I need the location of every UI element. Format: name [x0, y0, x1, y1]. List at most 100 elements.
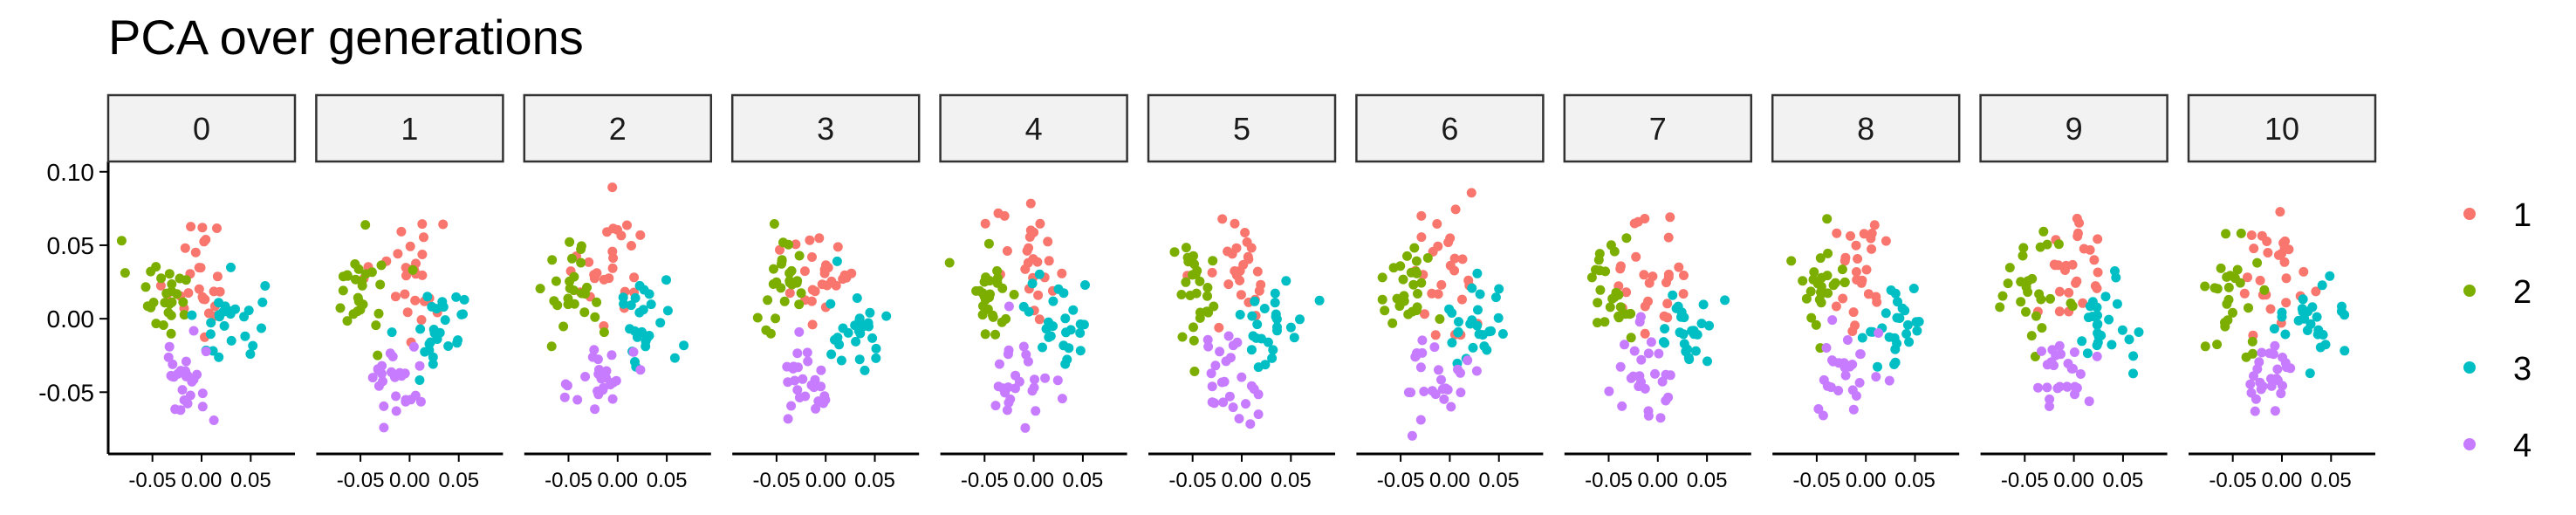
data-point-group-2 [376, 260, 387, 271]
data-point-group-2 [1809, 267, 1819, 278]
data-point-group-2 [2026, 331, 2037, 341]
data-point-group-3 [1062, 354, 1072, 365]
data-point-group-3 [1447, 338, 1457, 348]
data-point-group-2 [1398, 274, 1408, 285]
data-point-group-3 [239, 312, 250, 322]
data-point-group-4 [1847, 385, 1858, 395]
data-point-group-2 [371, 320, 381, 331]
data-point-group-2 [977, 310, 988, 320]
data-point-group-3 [1696, 319, 1707, 329]
data-point-group-4 [379, 422, 389, 433]
data-point-group-1 [1863, 289, 1874, 299]
data-point-group-3 [1048, 296, 1058, 306]
data-point-group-4 [1241, 399, 1250, 409]
data-point-group-4 [1646, 337, 1656, 347]
data-point-group-2 [1169, 247, 1180, 258]
data-point-group-2 [1202, 291, 1212, 301]
data-point-group-4 [388, 369, 399, 380]
data-point-group-4 [1604, 386, 1614, 396]
data-point-group-3 [2128, 351, 2139, 361]
data-point-group-2 [979, 277, 990, 287]
data-point-group-4 [1245, 419, 1256, 429]
data-point-group-1 [2281, 273, 2292, 284]
data-point-group-3 [1881, 308, 1891, 319]
data-point-group-1 [1217, 214, 1228, 224]
data-point-group-3 [415, 324, 426, 334]
data-point-group-4 [179, 395, 189, 405]
data-point-group-3 [1075, 346, 1086, 356]
data-point-group-2 [985, 289, 995, 299]
data-point-group-1 [616, 230, 627, 241]
x-tick-label: -0.05 [753, 469, 801, 492]
data-point-group-2 [777, 258, 786, 269]
data-point-group-1 [390, 292, 401, 302]
data-point-group-3 [2325, 271, 2335, 281]
data-point-group-1 [2064, 287, 2074, 298]
data-point-group-1 [1663, 232, 1674, 243]
data-point-group-1 [2273, 250, 2284, 260]
data-point-group-4 [1246, 381, 1257, 391]
data-point-group-4 [181, 356, 191, 367]
data-point-group-1 [2085, 244, 2095, 255]
data-point-group-2 [1377, 294, 1387, 305]
data-point-group-2 [2053, 239, 2064, 250]
y-tick-label: -0.05 [38, 379, 94, 406]
data-point-group-2 [992, 278, 1003, 288]
data-point-group-1 [419, 232, 428, 243]
data-point-group-3 [852, 293, 862, 303]
data-point-group-1 [1869, 220, 1880, 230]
data-point-group-1 [1231, 270, 1242, 280]
data-point-group-1 [197, 223, 208, 233]
data-point-group-1 [1044, 256, 1054, 266]
data-point-group-3 [832, 256, 842, 266]
data-point-group-4 [1840, 370, 1851, 381]
y-tick-label: 0.05 [47, 232, 95, 259]
data-point-group-2 [2200, 281, 2210, 292]
data-point-group-4 [209, 415, 219, 425]
facet-strip-label: 6 [1441, 111, 1458, 147]
data-point-group-3 [2317, 280, 2327, 291]
legend-key-3 [2463, 361, 2476, 374]
data-point-group-1 [1859, 229, 1869, 239]
data-point-group-3 [1690, 346, 1701, 356]
data-point-group-2 [988, 312, 998, 322]
data-point-group-3 [646, 299, 656, 310]
data-point-group-4 [2272, 364, 2283, 374]
data-point-group-4 [793, 362, 803, 373]
data-point-group-2 [779, 296, 790, 306]
data-point-group-3 [1295, 314, 1305, 325]
data-point-group-1 [1034, 314, 1045, 325]
data-point-group-1 [1665, 212, 1675, 223]
data-point-group-3 [1270, 288, 1280, 299]
data-point-group-2 [1411, 256, 1422, 266]
data-point-group-4 [1813, 404, 1824, 414]
data-point-group-4 [377, 360, 387, 371]
data-point-group-4 [1003, 349, 1013, 360]
data-point-group-4 [1210, 360, 1221, 371]
data-point-group-1 [1871, 292, 1881, 302]
x-tick-label: 0.05 [230, 469, 271, 492]
data-point-group-2 [181, 275, 191, 285]
data-point-group-4 [792, 348, 803, 359]
data-point-group-1 [1663, 272, 1674, 282]
data-point-group-1 [1853, 254, 1863, 264]
data-point-group-1 [1674, 262, 1684, 272]
data-point-group-3 [838, 323, 848, 333]
data-point-group-4 [177, 385, 188, 395]
data-point-group-4 [2045, 402, 2054, 411]
data-point-group-2 [1801, 293, 1812, 304]
data-point-group-3 [2305, 319, 2316, 329]
data-point-group-1 [2054, 286, 2065, 297]
data-point-group-3 [2110, 266, 2120, 276]
facet-strip-label: 1 [401, 111, 418, 147]
data-point-group-2 [360, 220, 371, 230]
data-point-group-3 [1897, 303, 1908, 313]
data-point-group-1 [438, 219, 449, 230]
data-point-group-4 [1833, 386, 1844, 395]
data-point-group-3 [1060, 313, 1071, 324]
data-point-group-1 [1022, 245, 1032, 256]
data-point-group-4 [2054, 340, 2065, 351]
data-point-group-1 [400, 289, 410, 299]
data-point-group-2 [569, 271, 579, 282]
data-point-group-3 [1272, 322, 1282, 333]
